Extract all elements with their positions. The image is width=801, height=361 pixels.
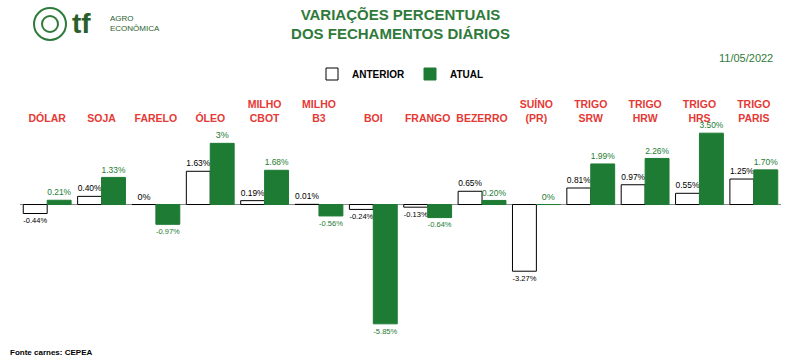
svg-text:0.65%: 0.65% [458,178,482,188]
svg-text:0.81%: 0.81% [567,175,591,185]
svg-text:-0.97%: -0.97% [156,227,180,236]
svg-text:1.99%: 1.99% [591,151,615,161]
svg-text:11/05/2022: 11/05/2022 [719,52,773,64]
svg-text:0.55%: 0.55% [676,180,700,190]
svg-text:3%: 3% [216,130,229,140]
svg-text:-0.13%: -0.13% [404,210,428,219]
svg-text:-5.85%: -5.85% [373,327,397,336]
svg-text:-0.56%: -0.56% [319,219,343,228]
svg-text:ANTERIOR: ANTERIOR [352,69,405,80]
svg-text:SOJA: SOJA [87,112,116,124]
svg-text:ÓLEO: ÓLEO [195,112,225,124]
svg-text:0.40%: 0.40% [78,183,102,193]
svg-text:SUÍNO(PR): SUÍNO(PR) [520,98,553,124]
svg-text:BOI: BOI [364,112,383,124]
svg-text:Fonte carnes: CEPEA: Fonte carnes: CEPEA [10,348,92,357]
svg-text:tf: tf [72,8,91,39]
svg-text:MILHOCBOT: MILHOCBOT [248,98,282,124]
svg-text:-0.64%: -0.64% [428,220,452,229]
svg-text:DÓLAR: DÓLAR [29,112,67,124]
svg-text:0.01%: 0.01% [295,191,319,201]
svg-text:0%: 0% [542,192,555,202]
svg-text:1.70%: 1.70% [754,157,778,167]
svg-text:TRIGOHRS: TRIGOHRS [683,98,716,124]
svg-text:BEZERRO: BEZERRO [456,112,507,124]
svg-text:1.68%: 1.68% [265,157,289,167]
svg-text:TRIGOPARIS: TRIGOPARIS [737,98,770,124]
svg-text:FARELO: FARELO [135,112,178,124]
svg-text:0%: 0% [137,192,150,202]
svg-text:VARIAÇÕES PERCENTUAISDOS FECHA: VARIAÇÕES PERCENTUAISDOS FECHAMENTOS DIÁ… [291,6,510,43]
svg-text:FRANGO: FRANGO [405,112,451,124]
svg-text:MILHOB3: MILHOB3 [302,98,336,124]
svg-text:0.97%: 0.97% [621,172,645,182]
svg-text:ATUAL: ATUAL [450,69,483,80]
svg-text:TRIGOSRW: TRIGOSRW [574,98,607,124]
svg-text:-0.44%: -0.44% [23,216,47,225]
svg-text:1.63%: 1.63% [186,158,210,168]
svg-text:1.25%: 1.25% [730,166,754,176]
svg-text:0.21%: 0.21% [47,187,71,197]
svg-text:2.26%: 2.26% [645,146,669,156]
svg-text:AGROECONÔMICA: AGROECONÔMICA [110,14,160,33]
svg-text:-3.27%: -3.27% [512,274,536,283]
svg-text:1.33%: 1.33% [102,165,126,175]
svg-text:3.50%: 3.50% [699,120,723,130]
svg-text:0.19%: 0.19% [241,188,265,198]
svg-text:TRIGOHRW: TRIGOHRW [628,98,661,124]
svg-text:0.20%: 0.20% [482,188,506,198]
svg-text:-0.24%: -0.24% [349,212,373,221]
